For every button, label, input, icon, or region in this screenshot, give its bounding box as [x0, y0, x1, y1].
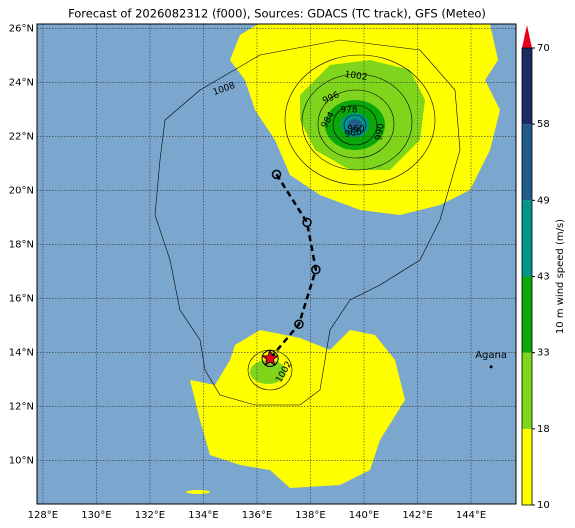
x-tick-label: 134°E	[188, 510, 218, 521]
colorbar-extension	[522, 25, 532, 48]
track-current-position	[261, 349, 279, 366]
colorbar-segment	[522, 200, 532, 277]
colorbar-tick-label: 33	[537, 348, 550, 359]
y-tick-label: 16°N	[9, 294, 34, 305]
contour-label: 960	[347, 125, 364, 135]
wind-area-light-green-south	[250, 360, 286, 384]
y-tick-label: 26°N	[9, 24, 34, 35]
colorbar-tick-label: 10	[537, 500, 550, 511]
y-tick-label: 18°N	[9, 240, 34, 251]
y-tick-label: 22°N	[9, 132, 34, 143]
x-tick-label: 142°E	[402, 510, 432, 521]
x-tick-label: 138°E	[295, 510, 325, 521]
track-point	[302, 217, 312, 228]
colorbar-tick-label: 58	[537, 119, 550, 130]
y-tick-label: 10°N	[9, 456, 34, 467]
colorbar-segment	[522, 428, 532, 505]
contour-label: 966	[344, 127, 363, 140]
wind-area-blue	[348, 119, 362, 131]
map-frame	[36, 23, 517, 505]
contour-label: 990	[374, 122, 387, 141]
x-tick-label: 144°E	[456, 510, 486, 521]
x-tick-label: 140°E	[349, 510, 379, 521]
contour-label: 1002	[344, 70, 368, 83]
colorbar-segment	[522, 352, 532, 429]
y-tick-label: 14°N	[9, 348, 34, 359]
colorbar-segment	[522, 276, 532, 353]
track-point	[294, 319, 304, 329]
y-tick-label: 20°N	[9, 186, 34, 197]
x-tick-label: 128°E	[28, 510, 58, 521]
colorbar-tick-label: 70	[537, 43, 550, 54]
chart-title: Forecast of 2026082312 (f000), Sources: …	[68, 7, 486, 21]
wind-field	[154, 24, 500, 494]
colorbar-segment	[522, 124, 532, 201]
track-point	[271, 169, 282, 180]
colorbar-segment	[522, 48, 532, 125]
wind-area-yellow-small	[186, 490, 210, 494]
place-marker	[489, 365, 493, 369]
x-tick-label: 130°E	[81, 510, 111, 521]
track-point	[311, 264, 321, 275]
colorbar-tick-label: 18	[537, 424, 550, 435]
pressure-contours	[154, 39, 461, 406]
x-tick-label: 136°E	[242, 510, 272, 521]
wind-area-yellow-south	[190, 330, 405, 488]
track-line	[269, 173, 318, 360]
contour-label: 978	[340, 106, 357, 116]
colorbar-tick-label: 49	[537, 195, 550, 206]
x-tick-label: 132°E	[135, 510, 165, 521]
y-tick-label: 24°N	[9, 78, 34, 89]
y-tick-label: 12°N	[9, 402, 34, 413]
colorbar-tick-label: 43	[537, 272, 550, 283]
colorbar-label: 10 m wind speed (m/s)	[555, 219, 566, 334]
place-label: Agana	[475, 350, 507, 361]
